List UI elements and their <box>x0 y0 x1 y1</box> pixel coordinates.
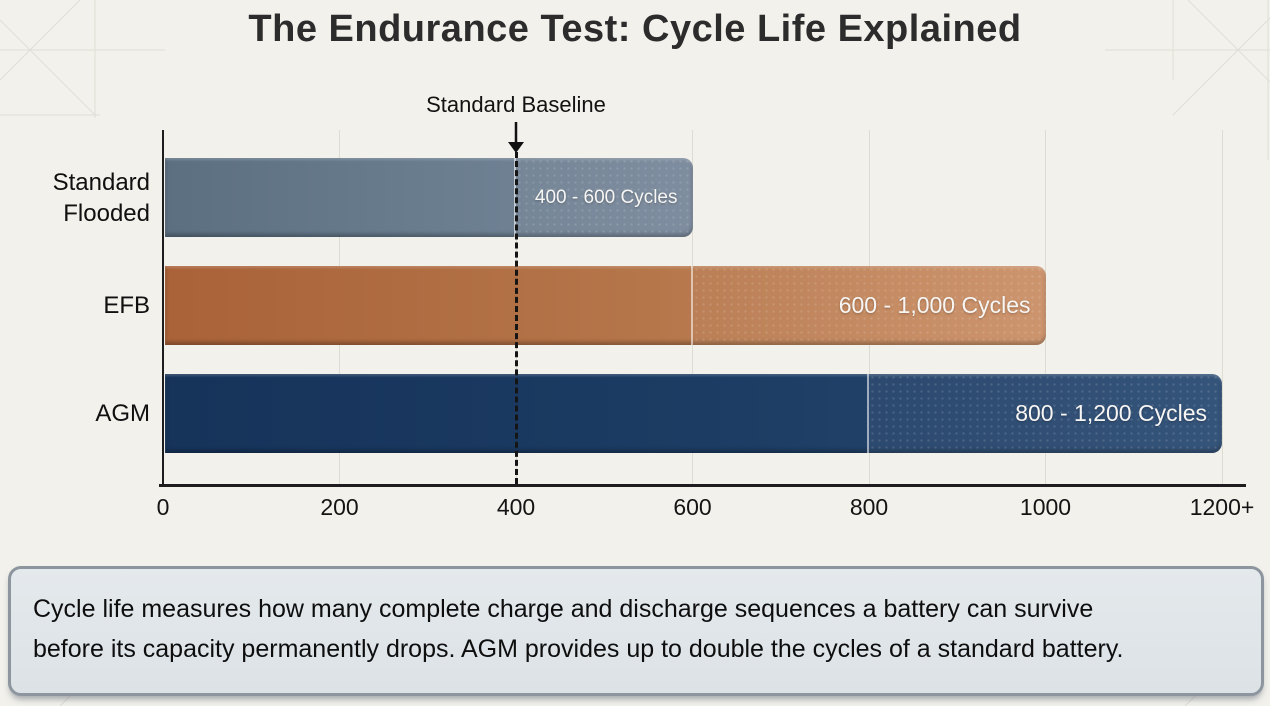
baseline-annotation-label: Standard Baseline <box>426 92 606 117</box>
footer-text-line-1: Cycle life measures how many complete ch… <box>33 595 1094 623</box>
down-arrow-icon <box>508 122 524 153</box>
bar-value-label: 800 - 1,200 Cycles <box>1015 400 1207 426</box>
category-label-standard-flooded: Standard Flooded <box>52 168 150 227</box>
x-axis-line <box>159 484 1246 487</box>
gridline <box>1045 130 1046 484</box>
page-title: The Endurance Test: Cycle Life Explained <box>248 8 1022 50</box>
baseline-dashed-line <box>514 152 518 484</box>
y-axis-line <box>162 130 164 484</box>
bar-range-highlight <box>690 266 1046 345</box>
gridline <box>1221 130 1223 484</box>
x-tick-label-400: 400 <box>496 494 536 520</box>
footer-text-line-2: before its capacity permanently drops. A… <box>33 635 1124 663</box>
x-tick-label-1000: 1000 <box>1019 494 1072 520</box>
footer-callout-box: Cycle life measures how many complete ch… <box>8 566 1264 696</box>
x-tick-label-0: 0 <box>156 494 170 520</box>
category-label-agm: AGM <box>95 400 150 427</box>
bar-value-label: 400 - 600 Cycles <box>534 186 678 208</box>
x-tick-label-1200+: 1200+ <box>1189 494 1255 520</box>
x-tick-label-200: 200 <box>320 494 359 520</box>
bar-efb: 600 - 1,000 Cycles <box>165 266 1046 345</box>
bar-range-highlight <box>867 374 1222 453</box>
bar-standard-flooded: 400 - 600 Cycles <box>165 158 693 237</box>
category-label-efb: EFB <box>103 292 150 319</box>
x-tick-label-600: 600 <box>673 494 712 520</box>
bar-value-label: 600 - 1,000 Cycles <box>838 292 1031 318</box>
x-tick-label-800: 800 <box>849 494 889 520</box>
bar-agm: 800 - 1,200 Cycles <box>165 374 1222 453</box>
